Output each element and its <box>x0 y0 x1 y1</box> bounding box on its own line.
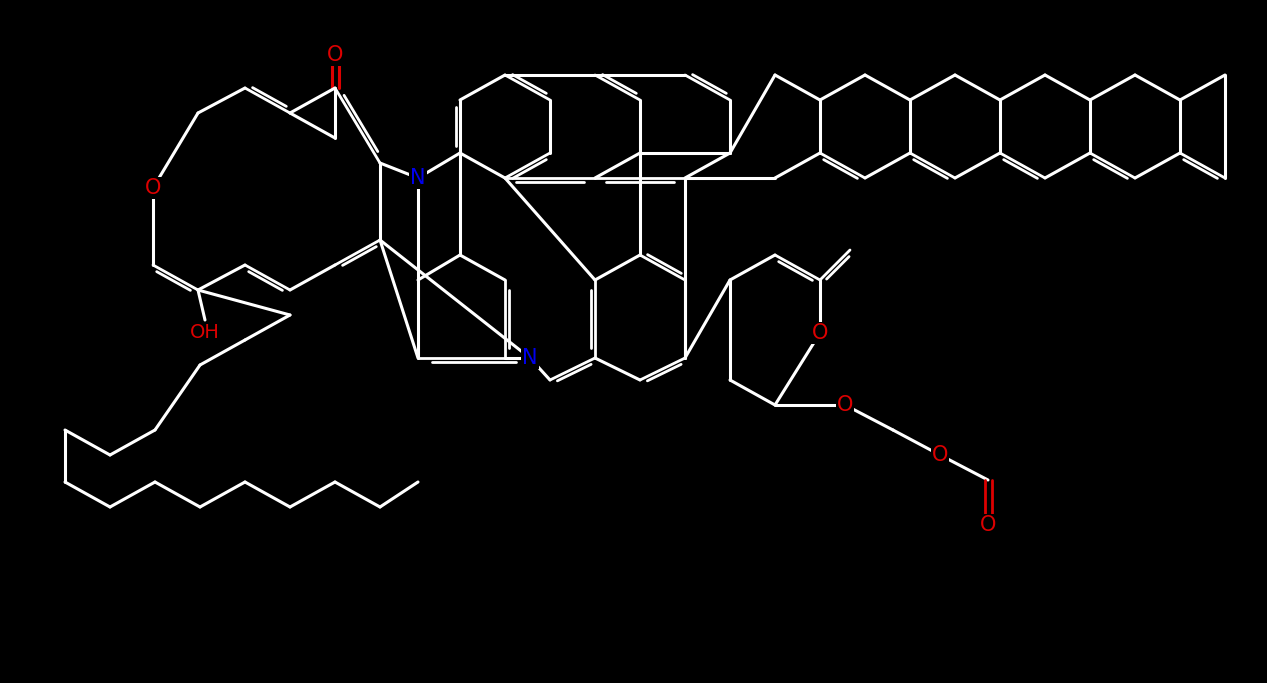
Text: O: O <box>931 445 948 465</box>
Text: N: N <box>411 168 426 188</box>
Text: O: O <box>979 515 996 535</box>
Text: O: O <box>836 395 853 415</box>
Text: O: O <box>812 323 829 343</box>
Text: N: N <box>522 348 537 368</box>
Text: OH: OH <box>190 324 220 342</box>
Text: O: O <box>327 45 343 65</box>
Text: O: O <box>144 178 161 198</box>
